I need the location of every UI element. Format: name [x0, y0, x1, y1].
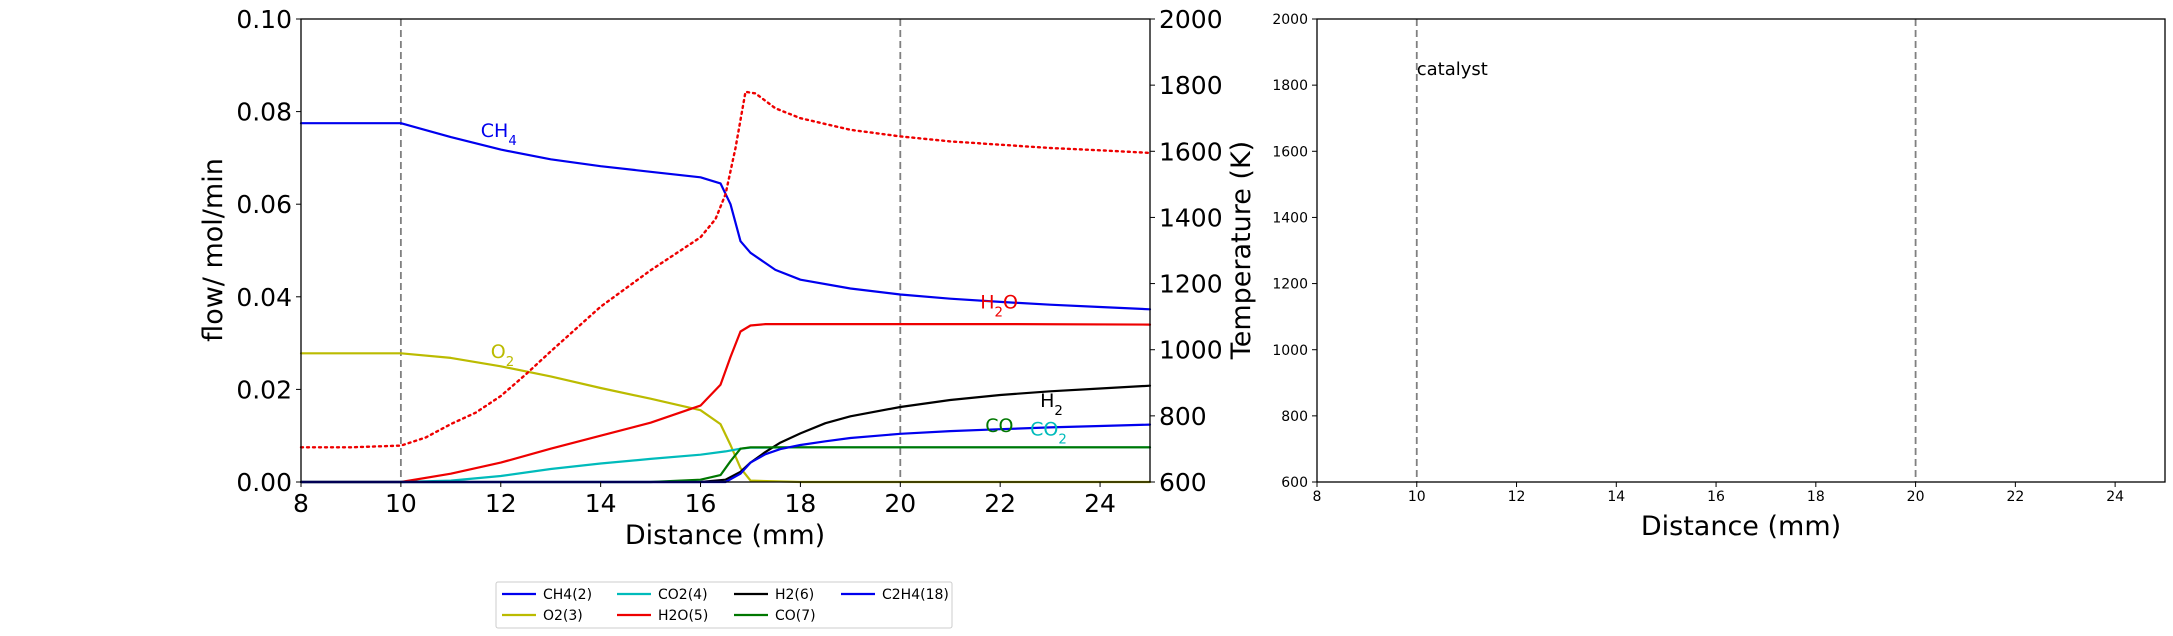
left-y2-tick-label: 2000	[1159, 5, 1223, 34]
legend-item-co-7: CO(7)	[734, 608, 816, 624]
right-x-tick-label: 22	[2006, 489, 2024, 505]
left-x-tick-label: 10	[385, 489, 417, 518]
left-annotation-h2: H2	[1040, 390, 1063, 419]
right-x-tick-label: 18	[1807, 489, 1825, 505]
left-annotation-co2: CO2	[1030, 419, 1067, 448]
left-x-tick-label: 18	[785, 489, 817, 518]
left-y2-tick-label: 1400	[1159, 203, 1223, 232]
legend-item-c2h4-18: C2H4(18)	[841, 587, 949, 603]
series-line-o2-3	[299, 352, 1152, 484]
left-annotation-o2: O2	[491, 341, 514, 370]
left-annotation-co: CO	[985, 415, 1013, 437]
right-x-axis-label: Distance (mm)	[1641, 511, 1841, 542]
series-line-h2o-5	[299, 323, 1152, 484]
left-x-tick-label: 20	[884, 489, 916, 518]
series-line-temperature	[299, 90, 1152, 449]
legend-item-ch4-2: CH4(2)	[502, 587, 592, 603]
left-y-tick-label: 0.06	[236, 190, 292, 219]
series-line-h2-6	[299, 384, 1152, 484]
right-plot-frame	[1316, 18, 2166, 483]
left-y2-tick-label: 1000	[1159, 336, 1223, 365]
legend-label: CO(7)	[775, 608, 816, 624]
left-x-axis-label: Distance (mm)	[625, 520, 825, 551]
left-y2-tick-label: 1800	[1159, 71, 1223, 100]
legend-label: H2(6)	[775, 587, 814, 603]
left-y2-tick-label: 800	[1159, 402, 1207, 431]
left-y-tick-label: 0.00	[236, 468, 292, 497]
left-annotation-h2o: H2O	[980, 291, 1018, 320]
series-line-c2h4-18	[299, 423, 1152, 484]
right-x-tick-label: 12	[1508, 489, 1526, 505]
right-annotation-catalyst: catalyst	[1417, 59, 1488, 80]
legend-item-h2o-5: H2O(5)	[617, 608, 708, 624]
left-x-tick-label: 22	[984, 489, 1016, 518]
left-y-tick-label: 0.02	[236, 375, 292, 404]
left-y-axis-label: flow/ mol/min	[198, 158, 229, 342]
legend-label: CH4(2)	[543, 587, 592, 603]
left-y2-tick-label: 1600	[1159, 137, 1223, 166]
right-y-tick-label: 800	[1281, 409, 1308, 425]
right-y-tick-label: 600	[1281, 475, 1308, 491]
legend-label: O2(3)	[543, 608, 583, 624]
right-y-tick-label: 1400	[1272, 210, 1308, 226]
flow-temperature-chart: 8 10 12 14 16 18 20 22 24 0.00 0.02 0.04 0.06 0.08 0.…	[198, 5, 1257, 551]
legend: CH4(2) O2(3) CO2(4) H2O(5) H2(6) CO(7) C2H4(18…	[495, 581, 953, 629]
right-x-tick-label: 14	[1607, 489, 1625, 505]
left-x-tick-label: 24	[1084, 489, 1116, 518]
left-x-tick-label: 14	[585, 489, 617, 518]
right-x-tick-label: 24	[2106, 489, 2124, 505]
legend-label: H2O(5)	[658, 608, 708, 624]
left-y2-axis-label: Temperature (K)	[1226, 141, 1257, 360]
legend-item-h2-6: H2(6)	[734, 587, 814, 603]
right-y-tick-label: 1200	[1272, 277, 1308, 293]
legend-label: C2H4(18)	[882, 587, 949, 603]
left-plot-frame	[300, 18, 1151, 483]
legend-label: CO2(4)	[658, 587, 708, 603]
left-x-tick-label: 8	[293, 489, 309, 518]
right-x-tick-label: 10	[1408, 489, 1426, 505]
right-y-tick-label: 1800	[1272, 78, 1308, 94]
left-annotation-ch4: CH4	[481, 120, 517, 149]
left-y2-tick-label: 600	[1159, 468, 1207, 497]
catalyst-temperature-chart: 8 10 12 14 16 18 20 22 24 600 800 1000 1200 1400 1600…	[1272, 12, 2166, 542]
right-x-tick-label: 20	[1907, 489, 1925, 505]
legend-item-co2-4: CO2(4)	[617, 587, 708, 603]
left-x-tick-label: 16	[685, 489, 717, 518]
right-x-tick-label: 8	[1313, 489, 1322, 505]
left-y-tick-label: 0.08	[236, 98, 292, 127]
right-y-tick-label: 1600	[1272, 144, 1308, 160]
series-line-ch4-2	[299, 122, 1152, 311]
left-y-tick-label: 0.10	[236, 5, 292, 34]
left-y2-tick-label: 1200	[1159, 270, 1223, 299]
right-y-tick-label: 2000	[1272, 12, 1308, 28]
legend-frame	[495, 581, 953, 629]
left-x-tick-label: 12	[485, 489, 517, 518]
left-y-tick-label: 0.04	[236, 283, 292, 312]
right-x-tick-label: 16	[1707, 489, 1725, 505]
series-line-co-7	[299, 446, 1152, 484]
right-y-tick-label: 1000	[1272, 343, 1308, 359]
legend-item-o2-3: O2(3)	[502, 608, 583, 624]
